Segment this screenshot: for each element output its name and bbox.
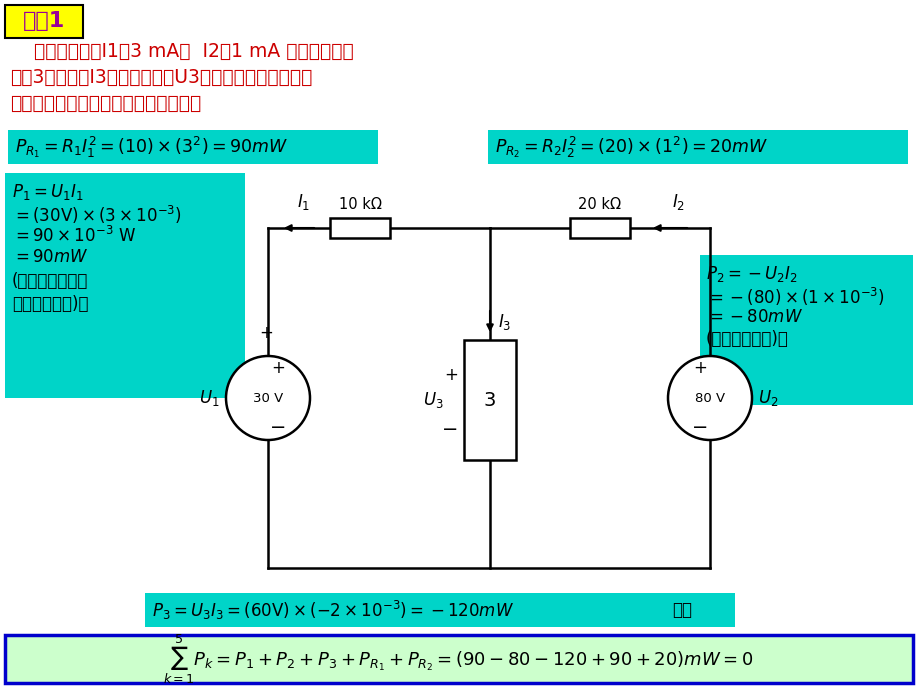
Text: (吸收功率，电源: (吸收功率，电源 (12, 272, 88, 290)
Circle shape (667, 356, 751, 440)
Text: 30 V: 30 V (253, 391, 283, 404)
Text: $I_2$: $I_2$ (671, 192, 685, 212)
Text: 元件3中的电流I3和其两端电压U3，并说明它是电源还是: 元件3中的电流I3和其两端电压U3，并说明它是电源还是 (10, 68, 312, 87)
Text: $= -80mW$: $= -80mW$ (705, 308, 802, 326)
Bar (145, 593, 734, 627)
Text: +: + (692, 359, 706, 377)
Text: $P_1 = U_1I_1$: $P_1 = U_1I_1$ (12, 182, 84, 202)
Text: 复习1: 复习1 (23, 11, 65, 31)
Text: $= (30\mathrm{V})\times(3\times10^{-3})$: $= (30\mathrm{V})\times(3\times10^{-3})$ (12, 204, 182, 226)
Bar (8, 130, 378, 164)
Text: $P_{R_2} = R_2I_2^2 = (20)\times(1^2) = 20mW$: $P_{R_2} = R_2I_2^2 = (20)\times(1^2) = … (494, 135, 767, 159)
Text: $P_{R_1} = R_1I_1^2 = (10)\times(3^2) = 90mW$: $P_{R_1} = R_1I_1^2 = (10)\times(3^2) = … (15, 135, 288, 159)
Text: $\sum_{k=1}^{5} P_k = P_1 + P_2 + P_3 + P_{R_1} + P_{R_2} = (90 - 80 - 120 + 90 : $\sum_{k=1}^{5} P_k = P_1 + P_2 + P_3 + … (163, 632, 753, 686)
Bar (330, 218, 390, 238)
Text: +: + (271, 359, 285, 377)
Text: +: + (259, 324, 273, 342)
Bar (487, 130, 907, 164)
Text: $= 90\times10^{-3}\ \mathrm{W}$: $= 90\times10^{-3}\ \mathrm{W}$ (12, 226, 136, 246)
Bar (463, 340, 516, 460)
Text: 处于充电状态)。: 处于充电状态)。 (12, 295, 88, 313)
Text: 在图中，已知I1＝3 mA，  I2＝1 mA 。试确定电路: 在图中，已知I1＝3 mA， I2＝1 mA 。试确定电路 (10, 42, 354, 61)
Bar (699, 255, 912, 405)
Circle shape (226, 356, 310, 440)
Text: −: − (269, 419, 286, 437)
Text: 10 kΩ: 10 kΩ (338, 197, 381, 212)
Text: $P_2 = -U_2I_2$: $P_2 = -U_2I_2$ (705, 264, 797, 284)
Text: 80 V: 80 V (694, 391, 724, 404)
Text: 20 kΩ: 20 kΩ (578, 197, 621, 212)
Text: +: + (444, 366, 458, 384)
Bar (570, 218, 630, 238)
Text: −: − (441, 420, 458, 440)
Text: $U_2$: $U_2$ (757, 388, 777, 408)
Bar (5, 5, 83, 38)
Text: $U_1$: $U_1$ (199, 388, 220, 408)
Text: $U_3$: $U_3$ (423, 390, 444, 410)
Text: 3: 3 (483, 391, 495, 409)
Bar (5, 635, 912, 683)
Text: (电源发出功率)。: (电源发出功率)。 (705, 330, 788, 348)
Text: $P_3 = U_3I_3 = (60\mathrm{V})\times(-2\times10^{-3}) = -120mW$: $P_3 = U_3I_3 = (60\mathrm{V})\times(-2\… (152, 598, 514, 622)
Text: $= -(80)\times(1\times10^{-3})$: $= -(80)\times(1\times10^{-3})$ (705, 286, 884, 308)
Text: −: − (691, 419, 708, 437)
Text: 电源: 电源 (671, 601, 691, 619)
Text: $= 90mW$: $= 90mW$ (12, 248, 88, 266)
Bar (5, 173, 244, 398)
Text: 负载。校验整个电路的功率是否平衡。: 负载。校验整个电路的功率是否平衡。 (10, 94, 201, 113)
Text: $I_3$: $I_3$ (497, 311, 511, 331)
Text: $I_1$: $I_1$ (297, 192, 310, 212)
